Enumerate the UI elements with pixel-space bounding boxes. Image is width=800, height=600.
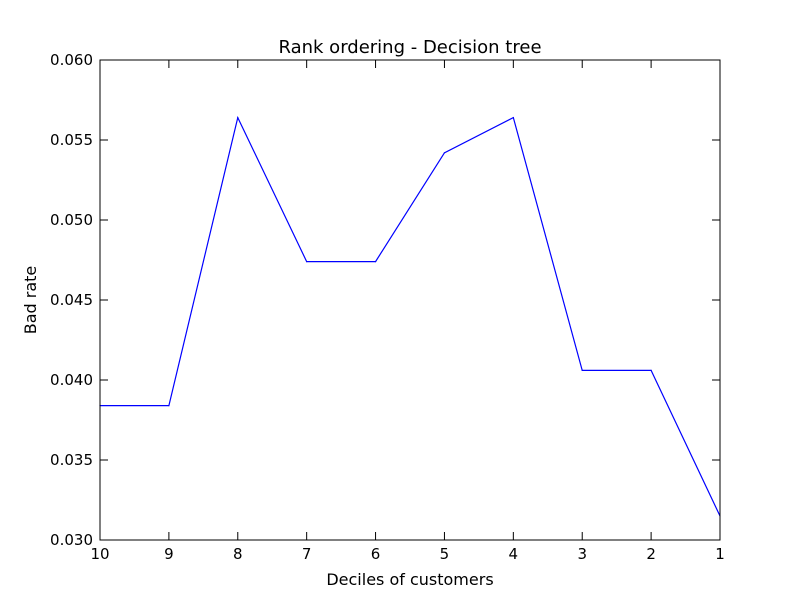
y-axis-label: Bad rate xyxy=(21,266,40,335)
y-tick-label: 0.045 xyxy=(50,291,93,309)
x-tick-label: 10 xyxy=(90,545,109,563)
x-tick-label: 2 xyxy=(646,545,656,563)
y-tick-label: 0.035 xyxy=(50,451,93,469)
x-tick-label: 1 xyxy=(715,545,725,563)
data-point xyxy=(650,369,652,371)
y-tick-label: 0.040 xyxy=(50,371,93,389)
x-tick-label: 6 xyxy=(371,545,381,563)
x-axis-ticks: 10 9 8 7 6 5 4 3 2 1 xyxy=(90,60,725,563)
x-tick-label: 5 xyxy=(440,545,450,563)
data-point xyxy=(237,117,239,119)
data-point xyxy=(306,261,308,263)
data-point xyxy=(374,261,377,263)
x-tick-label: 8 xyxy=(233,545,243,563)
series-line xyxy=(100,115,721,517)
y-axis-ticks: 0.030 0.035 0.040 0.045 0.050 0.055 0.060 xyxy=(50,51,720,549)
plot-series xyxy=(99,115,721,517)
plot-area-frame xyxy=(99,59,721,541)
data-point xyxy=(443,152,446,154)
data-point xyxy=(168,405,170,407)
y-tick-label: 0.060 xyxy=(50,51,93,69)
y-tick-label: 0.050 xyxy=(50,211,93,229)
data-point xyxy=(581,369,583,371)
x-tick-label: 9 xyxy=(164,545,174,563)
y-tick-label: 0.055 xyxy=(50,131,93,149)
x-tick-label: 7 xyxy=(302,545,312,563)
data-point xyxy=(512,117,514,119)
chart-title: Rank ordering - Decision tree xyxy=(278,37,541,58)
y-tick-label: 0.030 xyxy=(50,531,93,549)
x-axis-label: Deciles of customers xyxy=(326,570,493,589)
x-tick-label: 3 xyxy=(577,545,587,563)
x-tick-label: 4 xyxy=(509,545,519,563)
